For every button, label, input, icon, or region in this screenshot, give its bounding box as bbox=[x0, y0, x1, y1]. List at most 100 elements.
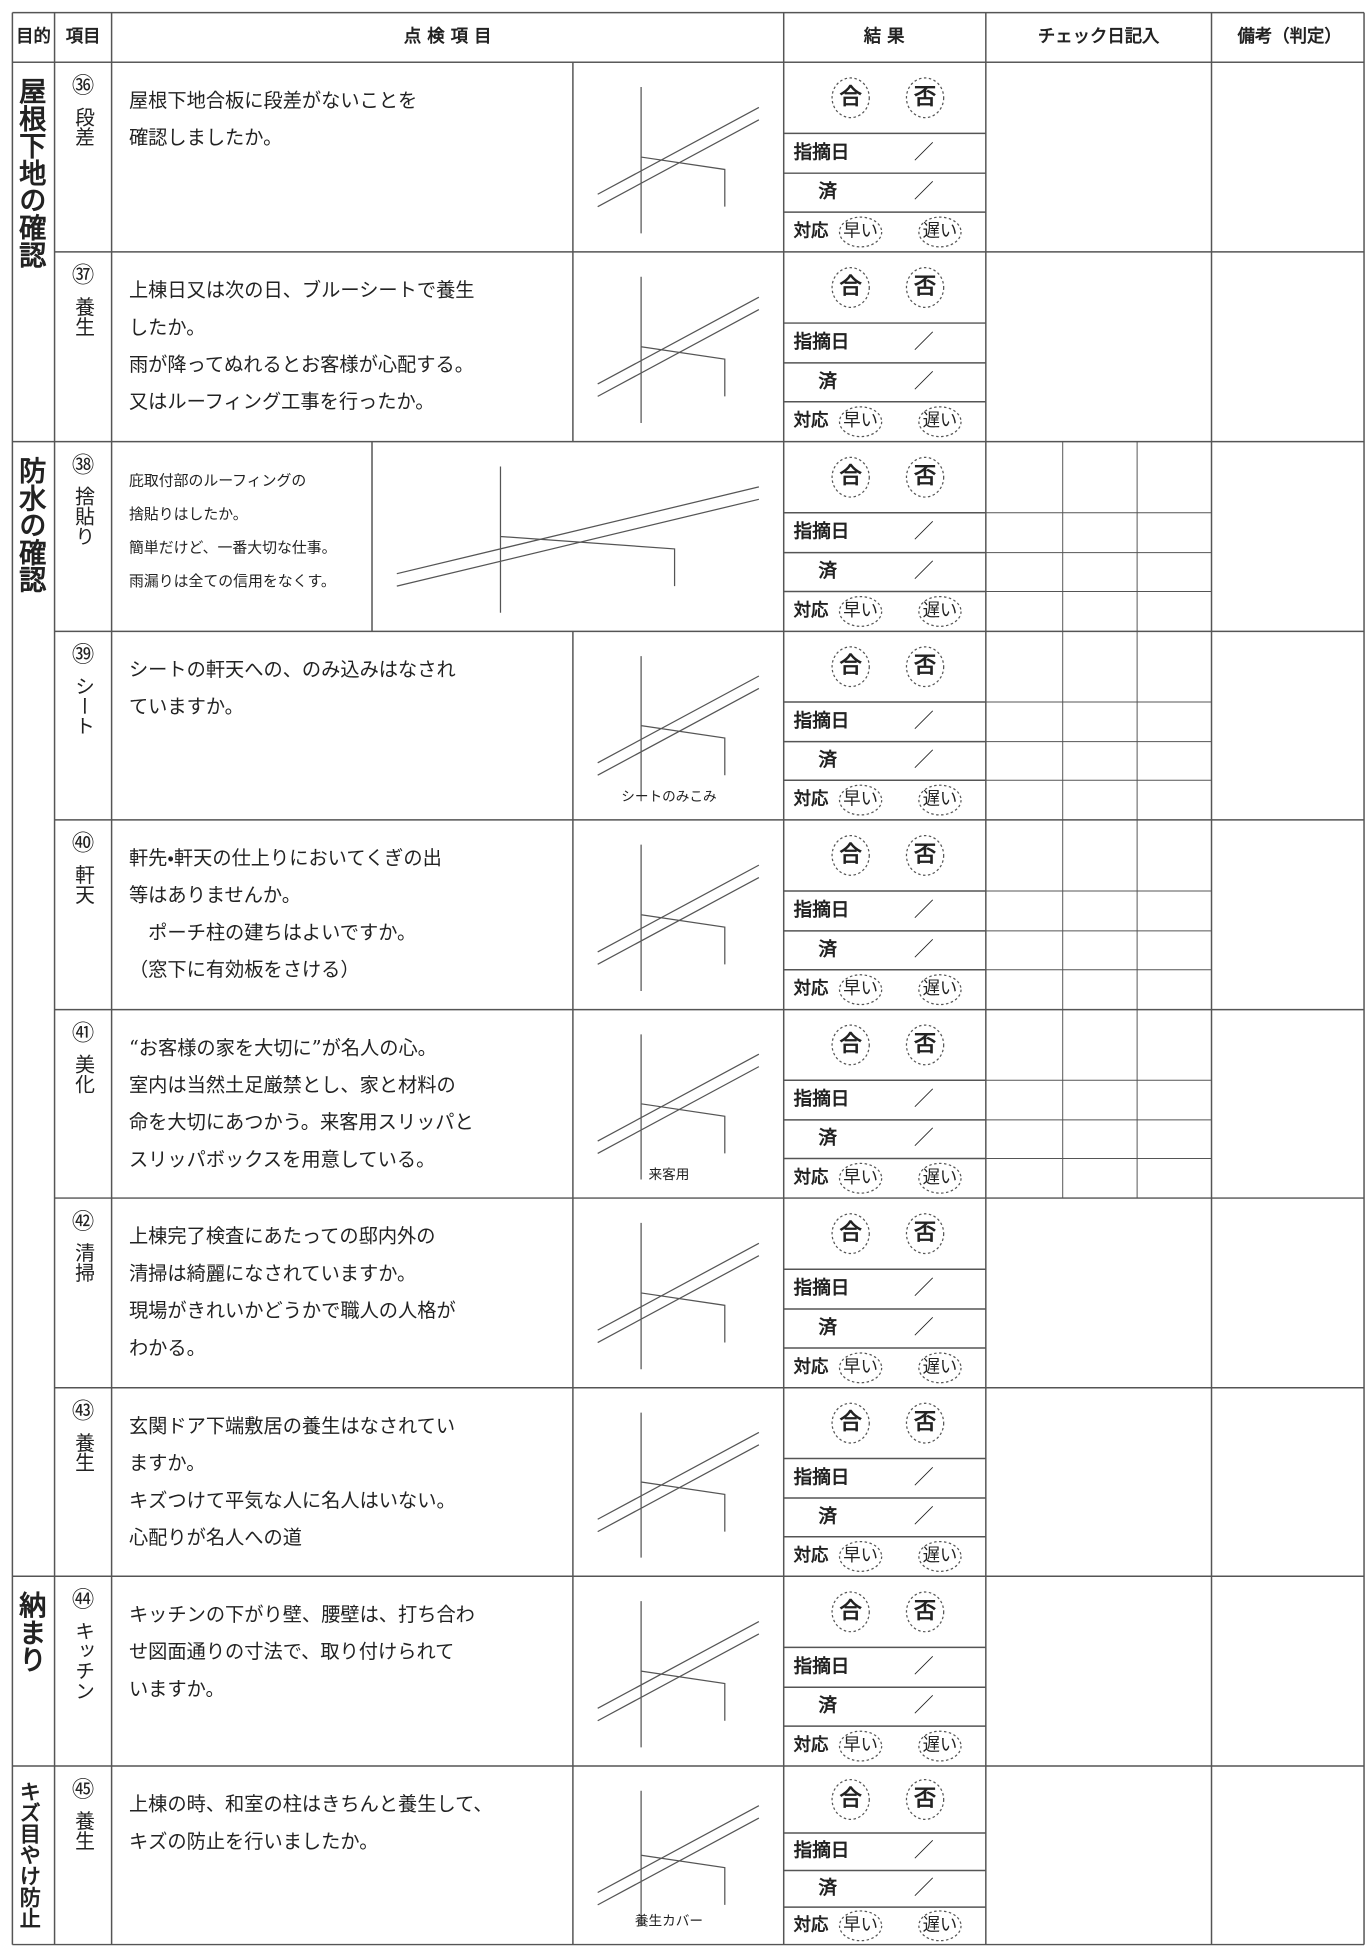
header-cell: チェック日記入 bbox=[1038, 27, 1160, 47]
item-text: 捨貼りはしたか。 bbox=[129, 505, 248, 523]
item-text: 簡単だけど、一番大切な仕事。 bbox=[129, 538, 337, 556]
group-label: 防水の確認 bbox=[14, 457, 48, 593]
item-text: 等はありませんか。 bbox=[129, 884, 301, 907]
result-label: 指摘日 bbox=[794, 1840, 850, 1862]
result-circle bbox=[918, 406, 962, 438]
item-text: いますか。 bbox=[129, 1677, 225, 1700]
result-slash: ／ bbox=[914, 1876, 934, 1899]
item-label: 段差 bbox=[72, 107, 95, 147]
result-option: 遅い bbox=[923, 221, 958, 241]
result-circle bbox=[918, 1730, 962, 1762]
result-option: 合 bbox=[840, 1409, 863, 1435]
result-slash: ／ bbox=[914, 898, 934, 921]
result-label: 済 bbox=[818, 1127, 837, 1149]
item-label: 軒天 bbox=[72, 864, 95, 904]
result-label: 対応 bbox=[793, 220, 829, 241]
result-option: 早い bbox=[843, 1736, 878, 1756]
item-text: 雨漏りは全ての信用をなくす。 bbox=[129, 572, 336, 590]
item-text: 玄関ドア下端敷居の養生はなされてい bbox=[129, 1414, 455, 1437]
result-option: 否 bbox=[913, 463, 936, 489]
item-text: 清掃は綺麗になされていますか。 bbox=[129, 1262, 416, 1285]
item-text: “お客様の家を大切に”が名人の心。 bbox=[129, 1036, 437, 1059]
result-circle bbox=[905, 646, 945, 688]
result-option: 早い bbox=[843, 1168, 878, 1188]
result-circle bbox=[838, 216, 883, 248]
figure-sketch bbox=[597, 1601, 760, 1748]
item-text: したか。 bbox=[129, 316, 205, 339]
result-circle bbox=[831, 1779, 870, 1820]
item-text: スリッパボックスを用意している。 bbox=[129, 1148, 435, 1171]
result-option: 遅い bbox=[923, 790, 958, 810]
result-label: 対応 bbox=[793, 600, 829, 621]
result-option: 遅い bbox=[923, 1736, 958, 1756]
result-option: 合 bbox=[840, 1031, 863, 1057]
result-label: 指摘日 bbox=[794, 521, 850, 543]
result-slash: ／ bbox=[914, 1277, 934, 1300]
figure-sketch bbox=[597, 656, 760, 802]
item-text: 上棟の時、和室の柱はきちんと養生して、 bbox=[129, 1793, 493, 1816]
result-label: 指摘日 bbox=[794, 331, 850, 353]
result-label: 済 bbox=[818, 1505, 837, 1527]
result-option: 早い bbox=[843, 1546, 878, 1566]
result-option: 否 bbox=[913, 1409, 936, 1435]
result-slash: ／ bbox=[914, 709, 934, 732]
result-circle bbox=[838, 406, 883, 438]
result-slash: ／ bbox=[914, 1316, 934, 1339]
result-label: 指摘日 bbox=[794, 1655, 850, 1677]
result-option: 早い bbox=[843, 979, 878, 999]
item-number: ㊸ bbox=[72, 1399, 94, 1425]
header-cell: 結 果 bbox=[863, 26, 905, 47]
item-text: 上棟日又は次の日、ブルーシートで養生 bbox=[129, 279, 475, 302]
result-slash: ／ bbox=[914, 330, 934, 353]
group-label: キズ目やけ防止 bbox=[17, 1781, 42, 1929]
result-slash: ／ bbox=[914, 1694, 934, 1717]
item-text: （窓下に有効板をさける） bbox=[129, 958, 360, 981]
result-circle bbox=[918, 1540, 962, 1572]
result-label: 対応 bbox=[793, 978, 829, 999]
group-label: 屋根下地の確認 bbox=[14, 77, 47, 268]
item-text: 庇取付部のルーフィングの bbox=[129, 471, 306, 489]
result-label: 指摘日 bbox=[794, 1277, 850, 1299]
result-label: 済 bbox=[818, 181, 837, 203]
result-label: 済 bbox=[818, 749, 837, 771]
result-option: 遅い bbox=[923, 1168, 958, 1188]
item-text: キズつけて平気な人に名人はいない。 bbox=[129, 1489, 456, 1512]
item-text: 屋根下地合板に段差がないことを bbox=[129, 89, 417, 112]
result-circle bbox=[831, 77, 870, 119]
result-circle bbox=[831, 1402, 870, 1444]
item-number: ㊱ bbox=[72, 73, 94, 99]
result-circle bbox=[905, 1024, 945, 1066]
result-circle bbox=[831, 1024, 870, 1066]
result-circle bbox=[918, 216, 962, 248]
result-circle bbox=[838, 784, 883, 816]
item-label: 養生 bbox=[72, 297, 95, 337]
result-circle bbox=[838, 1910, 883, 1942]
result-option: 合 bbox=[840, 1598, 863, 1624]
figure-sketch bbox=[396, 466, 760, 613]
result-circle bbox=[905, 1591, 945, 1633]
result-option: 早い bbox=[843, 790, 878, 810]
item-text: ていますか。 bbox=[129, 695, 244, 718]
figure-label: 養生カバー bbox=[635, 1913, 703, 1930]
item-text: シートの軒天への、のみ込みはなされ bbox=[129, 658, 456, 681]
result-circle bbox=[918, 1352, 962, 1384]
result-option: 遅い bbox=[923, 601, 958, 621]
result-slash: ／ bbox=[914, 938, 934, 961]
result-option: 合 bbox=[840, 1785, 863, 1811]
item-number: ㊲ bbox=[72, 263, 94, 289]
figure-label: 来客用 bbox=[649, 1166, 690, 1183]
result-slash: ／ bbox=[914, 520, 934, 543]
item-number: ㊹ bbox=[72, 1587, 94, 1613]
result-label: 対応 bbox=[793, 789, 829, 810]
result-option: 早い bbox=[843, 221, 878, 241]
result-slash: ／ bbox=[914, 1466, 934, 1489]
header-cell: 目的 bbox=[16, 26, 51, 47]
result-slash: ／ bbox=[914, 180, 934, 203]
result-circle bbox=[905, 1213, 945, 1255]
result-slash: ／ bbox=[914, 1088, 934, 1111]
result-option: 遅い bbox=[923, 1357, 958, 1377]
result-slash: ／ bbox=[914, 1839, 934, 1862]
